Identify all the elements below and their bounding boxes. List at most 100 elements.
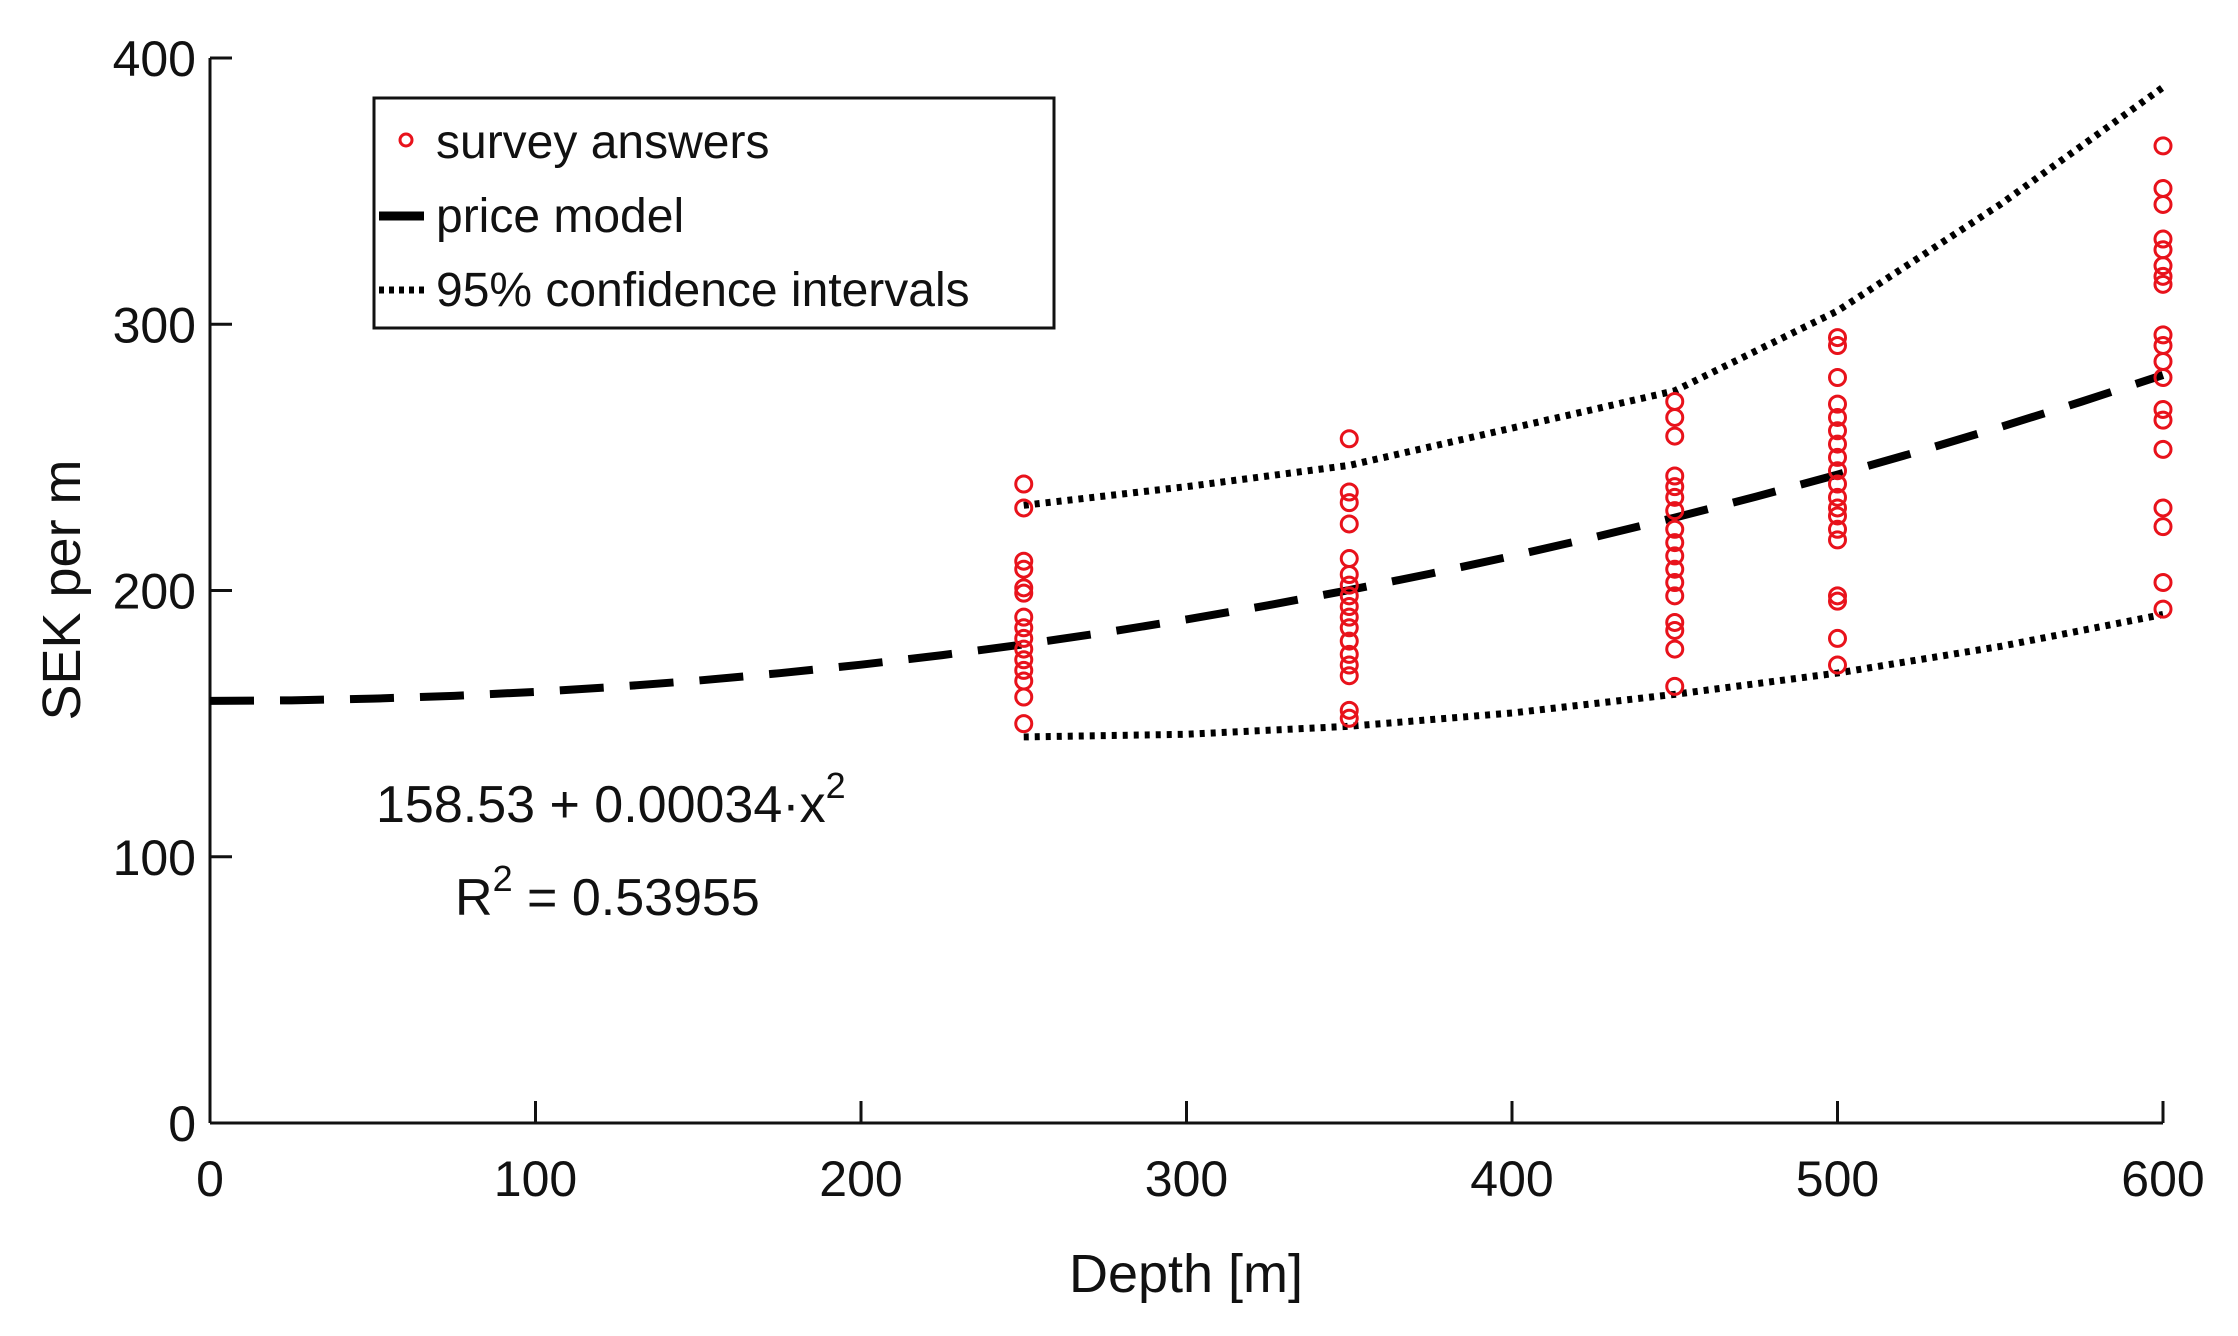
- r-squared-exponent: 2: [493, 858, 513, 899]
- survey-point: [2153, 410, 2173, 430]
- survey-point: [2153, 517, 2173, 537]
- r-squared-value: = 0.53955: [513, 869, 760, 927]
- survey-point: [2153, 256, 2173, 276]
- survey-point: [1665, 407, 1685, 427]
- survey-point: [2153, 573, 2173, 593]
- survey-point: [1339, 482, 1359, 502]
- survey-point: [1014, 551, 1034, 571]
- x-tick-label: 100: [494, 1151, 577, 1207]
- survey-point: [1665, 546, 1685, 566]
- survey-point: [1828, 461, 1847, 481]
- survey-point: [1014, 650, 1034, 670]
- x-axis-title: Depth [m]: [1069, 1244, 1303, 1304]
- survey-point: [1665, 620, 1685, 640]
- survey-point: [1828, 506, 1847, 526]
- survey-point: [1014, 498, 1034, 518]
- survey-point: [1339, 493, 1359, 513]
- survey-point: [1828, 591, 1847, 611]
- survey-point: [2153, 399, 2173, 419]
- survey-point: [1828, 447, 1847, 467]
- axes: 0 100 200 300 400 500 600 0 100 200 300 400: [113, 31, 2205, 1207]
- equation-main: 158.53 + 0.00034·x: [376, 776, 826, 834]
- survey-point: [2153, 599, 2173, 619]
- survey-point: [1339, 429, 1359, 449]
- survey-point: [1828, 394, 1847, 414]
- survey-point: [1665, 487, 1685, 507]
- y-tick-label: 400: [113, 31, 196, 87]
- survey-point: [2153, 194, 2173, 214]
- ci-upper-line: [1023, 84, 2166, 509]
- legend-label-model: price model: [436, 190, 684, 243]
- model-annotation: 158.53 + 0.00034·x2 R2 = 0.53955: [376, 765, 846, 927]
- r-squared-text: R2 = 0.53955: [455, 858, 760, 927]
- legend: survey answers price model 95% confidenc…: [372, 96, 1056, 330]
- survey-point: [1014, 578, 1034, 598]
- x-tick-label: 600: [2121, 1151, 2204, 1207]
- survey-point: [1665, 612, 1685, 632]
- survey-point: [2153, 266, 2173, 286]
- survey-point: [1014, 628, 1034, 648]
- survey-point: [1014, 660, 1034, 680]
- x-tick-label: 400: [1470, 1151, 1553, 1207]
- y-tick-label: 0: [168, 1096, 196, 1152]
- survey-point: [1828, 328, 1847, 348]
- survey-point: [1665, 573, 1685, 593]
- survey-point: [1339, 708, 1359, 728]
- equation-exponent: 2: [826, 765, 846, 806]
- y-tick-label: 200: [113, 564, 196, 620]
- survey-point: [1014, 618, 1034, 638]
- survey-point: [2153, 498, 2173, 518]
- legend-marker-survey: [398, 132, 414, 148]
- survey-point: [1828, 421, 1847, 441]
- survey-point: [1339, 607, 1359, 627]
- y-tick-label: 100: [113, 830, 196, 886]
- ci-lower-line: [1023, 611, 2164, 741]
- x-tick-label: 200: [819, 1151, 902, 1207]
- survey-point: [1665, 501, 1685, 521]
- survey-point: [1828, 487, 1847, 507]
- survey-points-layer: [1014, 136, 2173, 734]
- survey-point: [1828, 519, 1847, 539]
- survey-point: [2153, 136, 2173, 156]
- survey-point: [1665, 676, 1685, 696]
- survey-point: [1828, 655, 1847, 675]
- survey-point: [1828, 498, 1847, 518]
- survey-point: [1339, 618, 1359, 638]
- survey-point: [1339, 586, 1359, 606]
- survey-point: [1828, 530, 1847, 550]
- survey-point: [2153, 439, 2173, 459]
- y-tick-label: 300: [113, 297, 196, 353]
- survey-point: [1665, 639, 1685, 659]
- survey-point: [1665, 519, 1685, 539]
- survey-point: [1339, 644, 1359, 664]
- survey-point: [1014, 583, 1034, 603]
- y-axis-title: SEK per m: [32, 459, 92, 720]
- x-tick-label: 500: [1796, 1151, 1879, 1207]
- survey-point: [1339, 514, 1359, 534]
- survey-point: [1339, 655, 1359, 675]
- confidence-interval-layer: [1023, 84, 2166, 741]
- survey-point: [1339, 700, 1359, 720]
- survey-point: [1014, 607, 1034, 627]
- survey-point: [1339, 575, 1359, 595]
- survey-point: [1665, 426, 1685, 446]
- legend-label-ci: 95% confidence intervals: [436, 264, 970, 317]
- survey-point: [1665, 559, 1685, 579]
- legend-box: [372, 96, 1056, 330]
- survey-point: [1339, 596, 1359, 616]
- survey-point: [2153, 229, 2173, 249]
- survey-point: [1014, 639, 1034, 659]
- x-ticks: 0 100 200 300 400 500 600: [196, 1101, 2205, 1207]
- x-tick-label: 0: [196, 1151, 224, 1207]
- survey-point: [1014, 559, 1034, 579]
- equation-text: 158.53 + 0.00034·x2: [376, 765, 846, 834]
- survey-point: [1828, 628, 1847, 648]
- legend-label-survey: survey answers: [436, 116, 769, 169]
- survey-point: [1665, 466, 1685, 486]
- survey-point: [1828, 586, 1847, 606]
- survey-point: [1665, 586, 1685, 606]
- survey-point: [1828, 434, 1847, 454]
- survey-point: [1828, 407, 1847, 427]
- survey-point: [1828, 368, 1847, 387]
